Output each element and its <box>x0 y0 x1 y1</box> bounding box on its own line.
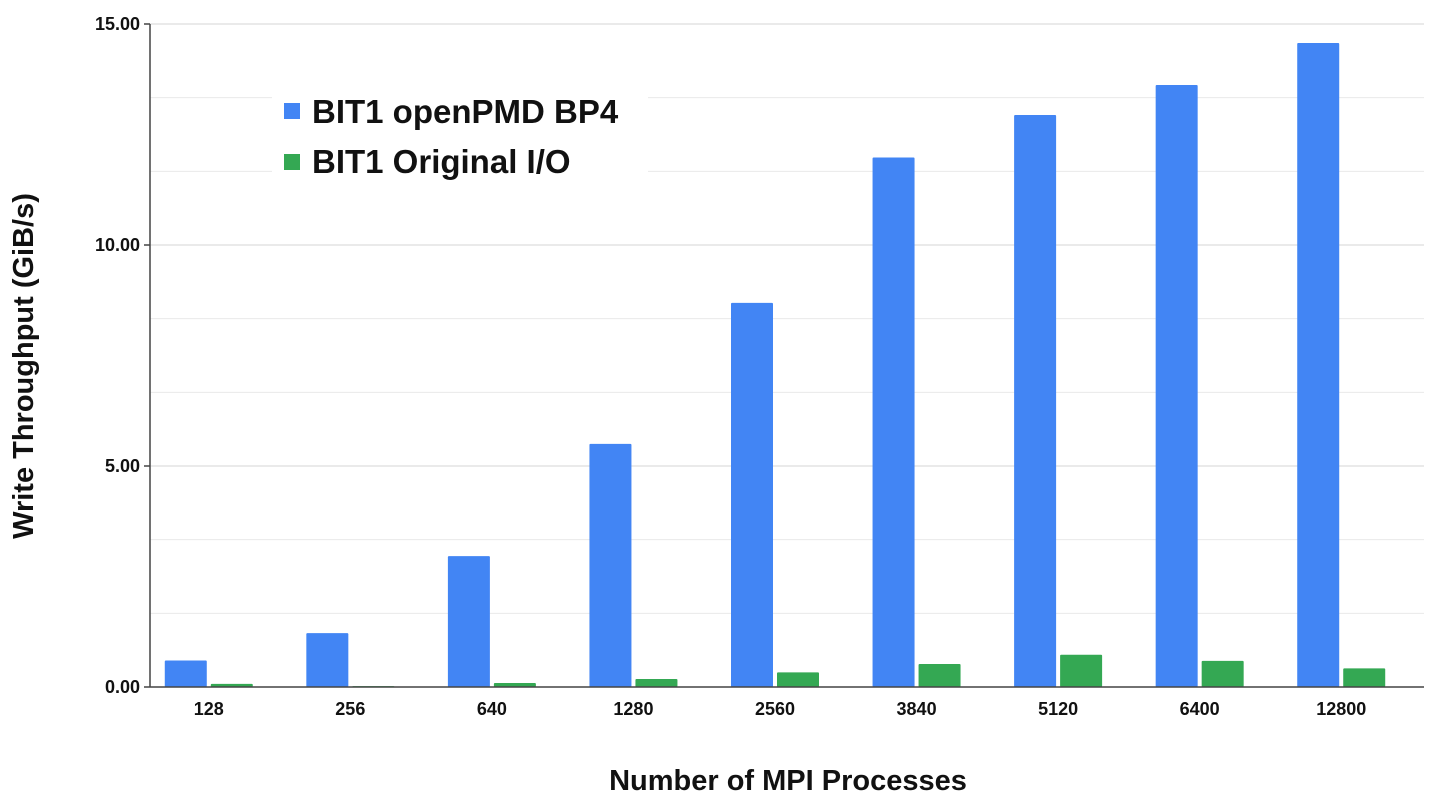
bar-original-io <box>1343 668 1386 687</box>
bar-bp4 <box>1155 84 1198 688</box>
legend-label-bp4: BIT1 openPMD BP4 <box>312 93 619 130</box>
y-tick-label: 0.00 <box>105 677 140 697</box>
x-tick-label: 5120 <box>1038 699 1078 719</box>
legend-swatch-original-io <box>284 154 300 170</box>
x-tick-label: 128 <box>194 699 224 719</box>
legend-swatch-bp4 <box>284 103 300 119</box>
x-tick-label: 6400 <box>1180 699 1220 719</box>
y-axis-title: Write Throughput (GiB/s) <box>8 193 40 539</box>
bar-original-io <box>210 683 253 687</box>
bar-original-io <box>777 672 819 687</box>
bar-bp4 <box>731 302 773 687</box>
y-tick-label: 5.00 <box>105 456 140 476</box>
bars <box>164 43 1386 688</box>
y-tick-label: 10.00 <box>95 235 140 255</box>
bar-original-io <box>1201 660 1244 687</box>
bar-original-io <box>635 679 678 687</box>
tick-labels: 0.00 5.00 10.00 15.00 128 256 640 1280 2560 3840 5… <box>95 14 1366 719</box>
x-axis-title: Number of MPI Processes <box>609 765 967 797</box>
y-tick-label: 15.00 <box>95 14 140 34</box>
bar-bp4 <box>872 157 915 687</box>
x-tick-label: 256 <box>335 699 365 719</box>
bar-bp4 <box>164 660 207 687</box>
bar-bp4 <box>589 443 632 687</box>
legend: BIT1 openPMD BP4 BIT1 Original I/O <box>272 85 648 180</box>
bar-original-io <box>1060 654 1103 687</box>
axes <box>144 23 1424 688</box>
bar-original-io <box>918 664 961 687</box>
x-tick-label: 12800 <box>1316 699 1366 719</box>
x-tick-label: 1280 <box>613 699 653 719</box>
x-tick-label: 3840 <box>897 699 937 719</box>
x-tick-label: 640 <box>477 699 507 719</box>
x-tick-label: 2560 <box>755 699 795 719</box>
bar-bp4 <box>1014 115 1057 687</box>
bar-bp4 <box>306 633 349 687</box>
bar-bp4 <box>1297 43 1340 688</box>
bar-original-io <box>493 683 536 687</box>
bar-bp4 <box>447 556 490 687</box>
legend-background <box>272 85 648 180</box>
legend-label-original-io: BIT1 Original I/O <box>312 143 571 180</box>
